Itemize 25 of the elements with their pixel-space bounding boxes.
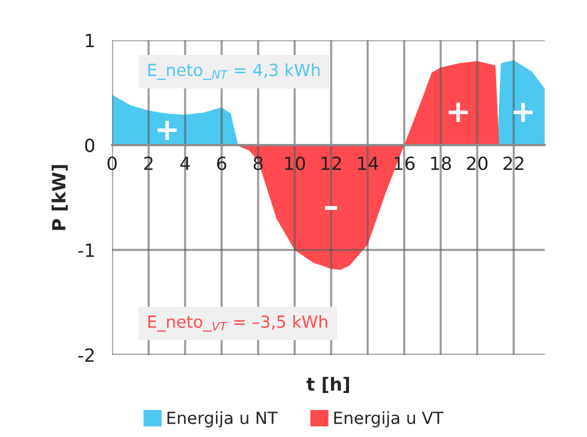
x-tick-label: 4 xyxy=(180,156,190,170)
x-tick-label: 0 xyxy=(108,156,117,170)
annotation: + xyxy=(157,120,177,140)
legend-label: Energija u VT xyxy=(334,411,444,428)
y-tick-label: -1 xyxy=(78,244,94,257)
annotation: E_neto_$_{NT}$ = 4,3 kWh xyxy=(148,63,320,80)
annotation: + xyxy=(448,102,468,122)
x-axis-title: t [h] xyxy=(306,376,350,393)
x-tick-label: 12 xyxy=(322,156,341,170)
annotation: – xyxy=(325,206,338,210)
x-tick-label: 20 xyxy=(467,156,488,170)
x-tick-label: 8 xyxy=(254,156,263,170)
annotation: E_neto_$_{VT}$ = –3,5 kWh xyxy=(148,315,328,332)
x-tick-label: 14 xyxy=(358,156,378,170)
y-tick-label: -2 xyxy=(78,348,94,362)
x-tick-label: 10 xyxy=(285,156,305,170)
annotation: + xyxy=(514,102,533,122)
x-tick-label: 22 xyxy=(504,156,524,170)
x-tick-label: 18 xyxy=(431,156,451,170)
y-axis-title: P [kW] xyxy=(52,165,68,230)
y-tick-label: 1 xyxy=(86,34,94,48)
x-tick-label: 6 xyxy=(217,156,226,170)
y-tick-label: 0 xyxy=(85,138,94,152)
legend-label: Energija u NT xyxy=(168,411,278,428)
x-tick-label: 2 xyxy=(144,156,153,170)
